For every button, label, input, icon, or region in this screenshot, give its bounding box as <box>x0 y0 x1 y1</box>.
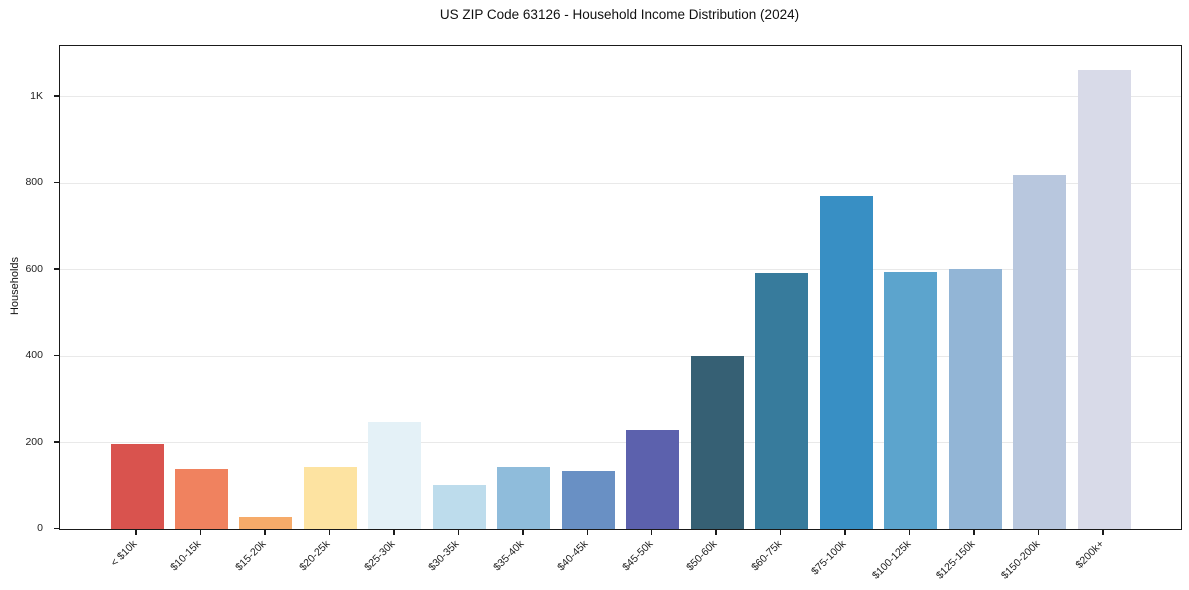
gridline-y-200 <box>60 442 1181 444</box>
x-tick-mark-6 <box>522 529 524 535</box>
bar-$60-75k <box>755 273 809 529</box>
x-tick-mark-5 <box>457 529 460 535</box>
bar-$20-25k <box>303 467 357 529</box>
gridline-y-800 <box>60 182 1181 184</box>
bar-$200k+ <box>1077 69 1131 529</box>
x-tick-mark-14 <box>1037 529 1040 535</box>
y-tick-label-400: 400 <box>25 349 43 362</box>
x-tick-mark-7 <box>586 529 589 535</box>
bar-$150-200k <box>1013 174 1067 529</box>
x-tick-mark-12 <box>908 529 911 535</box>
y-tick-mark-600 <box>54 268 59 270</box>
y-tick-mark-800 <box>54 181 59 184</box>
bar-< $10k <box>110 443 164 529</box>
x-tick-mark-13 <box>973 529 975 535</box>
x-tick-mark-0 <box>135 529 137 535</box>
bar-$10-15k <box>174 468 228 529</box>
y-tick-mark-1K <box>54 95 59 97</box>
x-tick-mark-3 <box>328 529 331 535</box>
y-tick-label-200: 200 <box>25 435 43 448</box>
x-tick-mark-8 <box>650 529 653 535</box>
y-tick-mark-200 <box>54 441 59 443</box>
x-tick-label-< $10k: < $10k <box>108 538 140 569</box>
bar-$25-30k <box>368 421 422 529</box>
x-tick-mark-15 <box>1102 529 1104 535</box>
gridline-y-400 <box>60 355 1181 357</box>
bar-$50-60k <box>690 356 744 529</box>
bar-$15-20k <box>239 516 293 529</box>
chart-title: US ZIP Code 63126 - Household Income Dis… <box>439 7 800 22</box>
gridline-y-600 <box>60 269 1181 271</box>
y-tick-mark-400 <box>54 354 59 357</box>
bar-$30-35k <box>432 485 486 529</box>
bar-$35-40k <box>497 466 551 529</box>
plot-area <box>59 45 1182 530</box>
bar-$75-100k <box>819 195 873 529</box>
y-tick-label-1K: 1K <box>30 89 43 102</box>
y-tick-label-800: 800 <box>25 176 43 189</box>
x-tick-mark-9 <box>715 529 717 535</box>
x-tick-mark-1 <box>199 529 202 535</box>
bar-$45-50k <box>626 429 680 529</box>
y-tick-label-600: 600 <box>25 262 43 275</box>
y-tick-label-0: 0 <box>37 522 43 534</box>
y-tick-mark-0 <box>54 527 59 529</box>
x-tick-mark-10 <box>779 529 782 535</box>
bar-$125-150k <box>948 268 1002 529</box>
gridline-y-1K <box>60 96 1181 98</box>
x-tick-mark-4 <box>393 529 395 535</box>
bar-$100-125k <box>884 271 938 529</box>
x-tick-mark-11 <box>844 529 846 535</box>
x-tick-mark-2 <box>264 529 266 535</box>
bar-$40-45k <box>561 470 615 529</box>
